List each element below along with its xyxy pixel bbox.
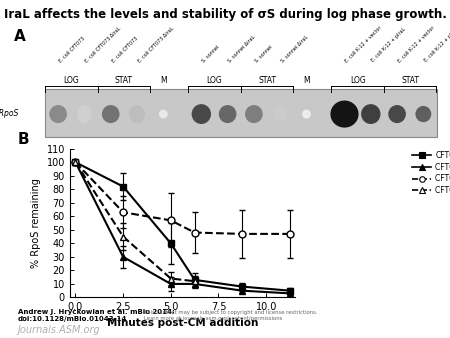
Text: LOG: LOG	[207, 76, 222, 85]
Text: S. sonnei: S. sonnei	[254, 44, 273, 63]
Text: E. coli K-12 + vector: E. coli K-12 + vector	[397, 25, 436, 63]
Text: M: M	[160, 76, 166, 85]
Text: S. sonnei ΔiraL: S. sonnei ΔiraL	[228, 34, 257, 63]
Ellipse shape	[245, 105, 263, 123]
Text: LOG: LOG	[350, 76, 365, 85]
Text: S. sonnei ΔiraL: S. sonnei ΔiraL	[280, 34, 310, 63]
Text: LOG: LOG	[63, 76, 79, 85]
Ellipse shape	[361, 104, 380, 124]
Legend: CFT073, CFT073 ΔiraL, CFT073 ΔiraL Tn7::iraL, CFT073 ΔiraL Tn7::Kanᴿ: CFT073, CFT073 ΔiraL, CFT073 ΔiraL Tn7::…	[411, 150, 450, 197]
Text: S. sonnei: S. sonnei	[201, 44, 220, 63]
Text: E. coli K-12 + vector: E. coli K-12 + vector	[345, 25, 383, 63]
Text: STAT: STAT	[401, 76, 419, 85]
Text: M: M	[303, 76, 310, 85]
Text: E. coli CFT073: E. coli CFT073	[111, 35, 139, 63]
Text: E. coli CFT073 ΔiraL: E. coli CFT073 ΔiraL	[85, 25, 122, 63]
X-axis label: Minutes post-CM addition: Minutes post-CM addition	[107, 318, 258, 328]
Ellipse shape	[192, 104, 211, 124]
Ellipse shape	[302, 110, 311, 119]
Text: STAT: STAT	[258, 76, 276, 85]
Ellipse shape	[129, 105, 145, 123]
Text: STAT: STAT	[115, 76, 133, 85]
Text: α-RpoS: α-RpoS	[0, 108, 19, 118]
Text: This content may be subject to copyright and license restrictions.
Learn more at: This content may be subject to copyright…	[144, 310, 318, 321]
Ellipse shape	[415, 106, 431, 122]
Text: Andrew J. Hryckowian et al. mBio 2014;: Andrew J. Hryckowian et al. mBio 2014;	[18, 309, 175, 315]
FancyBboxPatch shape	[45, 89, 436, 137]
Ellipse shape	[50, 105, 67, 123]
Text: IraL affects the levels and stability of σS during log phase growth.: IraL affects the levels and stability of…	[4, 8, 446, 21]
Ellipse shape	[102, 105, 120, 123]
Y-axis label: % RpoS remaining: % RpoS remaining	[31, 178, 41, 268]
Text: E. coli CFT073: E. coli CFT073	[58, 35, 86, 63]
Ellipse shape	[273, 107, 287, 121]
Text: doi:10.1128/mBio.01043-14: doi:10.1128/mBio.01043-14	[18, 316, 127, 322]
Ellipse shape	[77, 105, 91, 123]
Text: B: B	[18, 131, 30, 147]
Ellipse shape	[330, 100, 359, 128]
Ellipse shape	[219, 105, 236, 123]
Text: E. coli K-12 + pIraL: E. coli K-12 + pIraL	[371, 27, 407, 63]
Text: A: A	[14, 29, 26, 44]
Text: mBio: mBio	[395, 316, 427, 326]
Text: E. coli K-12 + pIraL: E. coli K-12 + pIraL	[423, 27, 450, 63]
Text: E. coli CFT073 ΔiraL: E. coli CFT073 ΔiraL	[137, 25, 175, 63]
Ellipse shape	[159, 110, 168, 119]
Ellipse shape	[388, 105, 406, 123]
Text: Journals.ASM.org: Journals.ASM.org	[18, 325, 101, 335]
